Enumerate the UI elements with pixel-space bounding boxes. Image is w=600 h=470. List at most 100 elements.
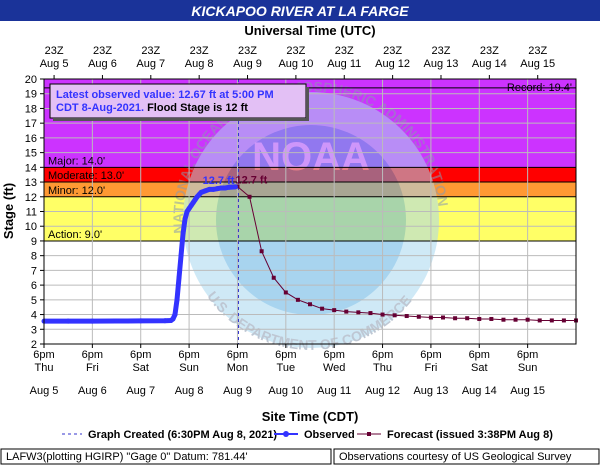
legend-graph-created-label: Graph Created (6:30PM Aug 8, 2021) xyxy=(88,429,277,441)
top-tick-date: Aug 6 xyxy=(88,58,117,70)
observed-point xyxy=(174,297,180,303)
y-tick-label: 16 xyxy=(25,133,37,145)
bottom-tick-day: Sun xyxy=(179,362,199,374)
grid-lines xyxy=(44,79,576,344)
observed-point xyxy=(202,188,208,194)
y-tick-label: 10 xyxy=(25,221,37,233)
top-tick-time: 23Z xyxy=(528,45,547,57)
top-tick-date: Aug 15 xyxy=(520,58,555,70)
y-axis-ticks: 2 3 4 5 6 7 8 9 10 11 12 13 14 15 16 17 18 19 20 xyxy=(25,74,44,351)
observed-point xyxy=(89,318,95,324)
legend-observed-marker xyxy=(283,431,289,437)
bottom-tick-date: Aug 5 xyxy=(30,385,59,397)
observed-point xyxy=(172,312,178,318)
record-label: Record: 19.4' xyxy=(507,82,572,94)
top-tick-time: 23Z xyxy=(480,45,499,57)
bottom-tick-day: Thu xyxy=(35,362,54,374)
forecast-point xyxy=(247,194,252,199)
bottom-tick-time: 6pm xyxy=(420,349,441,361)
band-label-action: Action: 9.0' xyxy=(48,229,102,241)
forecast-point xyxy=(259,249,264,254)
bottom-tick-time: 6pm xyxy=(469,349,490,361)
legend-forecast-label: Forecast (issued 3:38PM Aug 8) xyxy=(387,429,553,441)
bottom-tick-date: Aug 15 xyxy=(510,385,545,397)
forecast-point xyxy=(392,313,397,318)
forecast-point xyxy=(537,318,542,323)
bottom-tick-date: Aug 9 xyxy=(223,385,252,397)
forecast-point xyxy=(356,310,361,315)
forecast-point xyxy=(513,317,518,322)
top-tick-time: 23Z xyxy=(432,45,451,57)
top-tick-time: 23Z xyxy=(335,45,354,57)
plot-border xyxy=(43,78,577,345)
observed-point xyxy=(178,253,184,259)
top-tick-time: 23Z xyxy=(141,45,160,57)
flood-stage-text: Flood Stage is 12 ft xyxy=(144,102,248,114)
y-tick-label: 4 xyxy=(31,310,37,322)
top-tick-time: 23Z xyxy=(45,45,64,57)
forecast-point xyxy=(404,314,409,319)
bottom-tick-date: Aug 13 xyxy=(413,385,448,397)
top-tick-date: Aug 5 xyxy=(40,58,69,70)
bottom-tick-day: Sat xyxy=(471,362,488,374)
forecast-point xyxy=(561,318,566,323)
bottom-tick-day: Sat xyxy=(132,362,149,374)
title-bar xyxy=(0,0,600,21)
top-tick-time: 23Z xyxy=(93,45,112,57)
bottom-tick-date: Aug 7 xyxy=(126,385,155,397)
bottom-tick-date: Aug 6 xyxy=(78,385,107,397)
chart-title: KICKAPOO RIVER AT LA FARGE xyxy=(191,3,409,19)
top-tick-date: Aug 10 xyxy=(278,58,313,70)
observed-point xyxy=(226,184,232,190)
forecast-point xyxy=(477,316,482,321)
bottom-tick-day: Sun xyxy=(518,362,538,374)
forecast-point xyxy=(441,315,445,320)
observed-point xyxy=(232,184,238,190)
top-tick-date: Aug 14 xyxy=(472,58,507,70)
y-tick-label: 3 xyxy=(31,324,37,336)
bottom-tick-time: 6pm xyxy=(275,349,296,361)
band-label-major: Major: 14.0' xyxy=(48,155,105,167)
band-label-minor: Minor: 12.0' xyxy=(48,185,105,197)
y-tick-label: 11 xyxy=(26,207,37,219)
footer-credit: Observations courtesy of US Geological S… xyxy=(339,451,572,463)
top-tick-date: Aug 9 xyxy=(233,58,262,70)
top-tick-date: Aug 8 xyxy=(185,58,214,70)
bottom-tick-date: Aug 11 xyxy=(317,385,351,397)
top-tick-date: Aug 11 xyxy=(327,58,361,70)
forecast-point xyxy=(549,318,554,323)
legend: Graph Created (6:30PM Aug 8, 2021) Obser… xyxy=(62,429,553,441)
bottom-tick-time: 6pm xyxy=(33,349,54,361)
bottom-tick-day: Tue xyxy=(277,362,296,374)
y-tick-label: 15 xyxy=(25,148,37,160)
bottom-tick-time: 6pm xyxy=(178,349,199,361)
observed-point xyxy=(218,185,224,191)
forecast-point xyxy=(525,317,530,322)
bottom-tick-time: 6pm xyxy=(372,349,393,361)
observed-point xyxy=(222,185,228,191)
forecast-point xyxy=(489,316,494,321)
latest-observation-line1: Latest observed value: 12.67 ft at 5:00 … xyxy=(56,89,274,101)
bottom-tick-day: Fri xyxy=(86,362,99,374)
observed-point xyxy=(198,189,204,195)
forecast-point xyxy=(428,315,433,320)
forecast-point xyxy=(295,297,300,302)
forecast-point xyxy=(416,314,421,319)
forecast-point xyxy=(465,316,470,321)
forecast-point xyxy=(344,309,349,314)
observed-point xyxy=(114,318,120,324)
bottom-tick-day: Thu xyxy=(373,362,392,374)
y-tick-label: 17 xyxy=(25,118,37,130)
y-tick-label: 19 xyxy=(25,89,37,101)
forecast-point xyxy=(368,311,373,316)
y-tick-label: 9 xyxy=(31,236,37,248)
observed-point xyxy=(65,318,71,324)
y-tick-label: 12 xyxy=(25,192,37,204)
y-tick-label: 6 xyxy=(31,280,37,292)
y-tick-label: 20 xyxy=(25,74,37,86)
y-tick-label: 7 xyxy=(31,265,37,277)
bottom-tick-date: Aug 14 xyxy=(462,385,497,397)
